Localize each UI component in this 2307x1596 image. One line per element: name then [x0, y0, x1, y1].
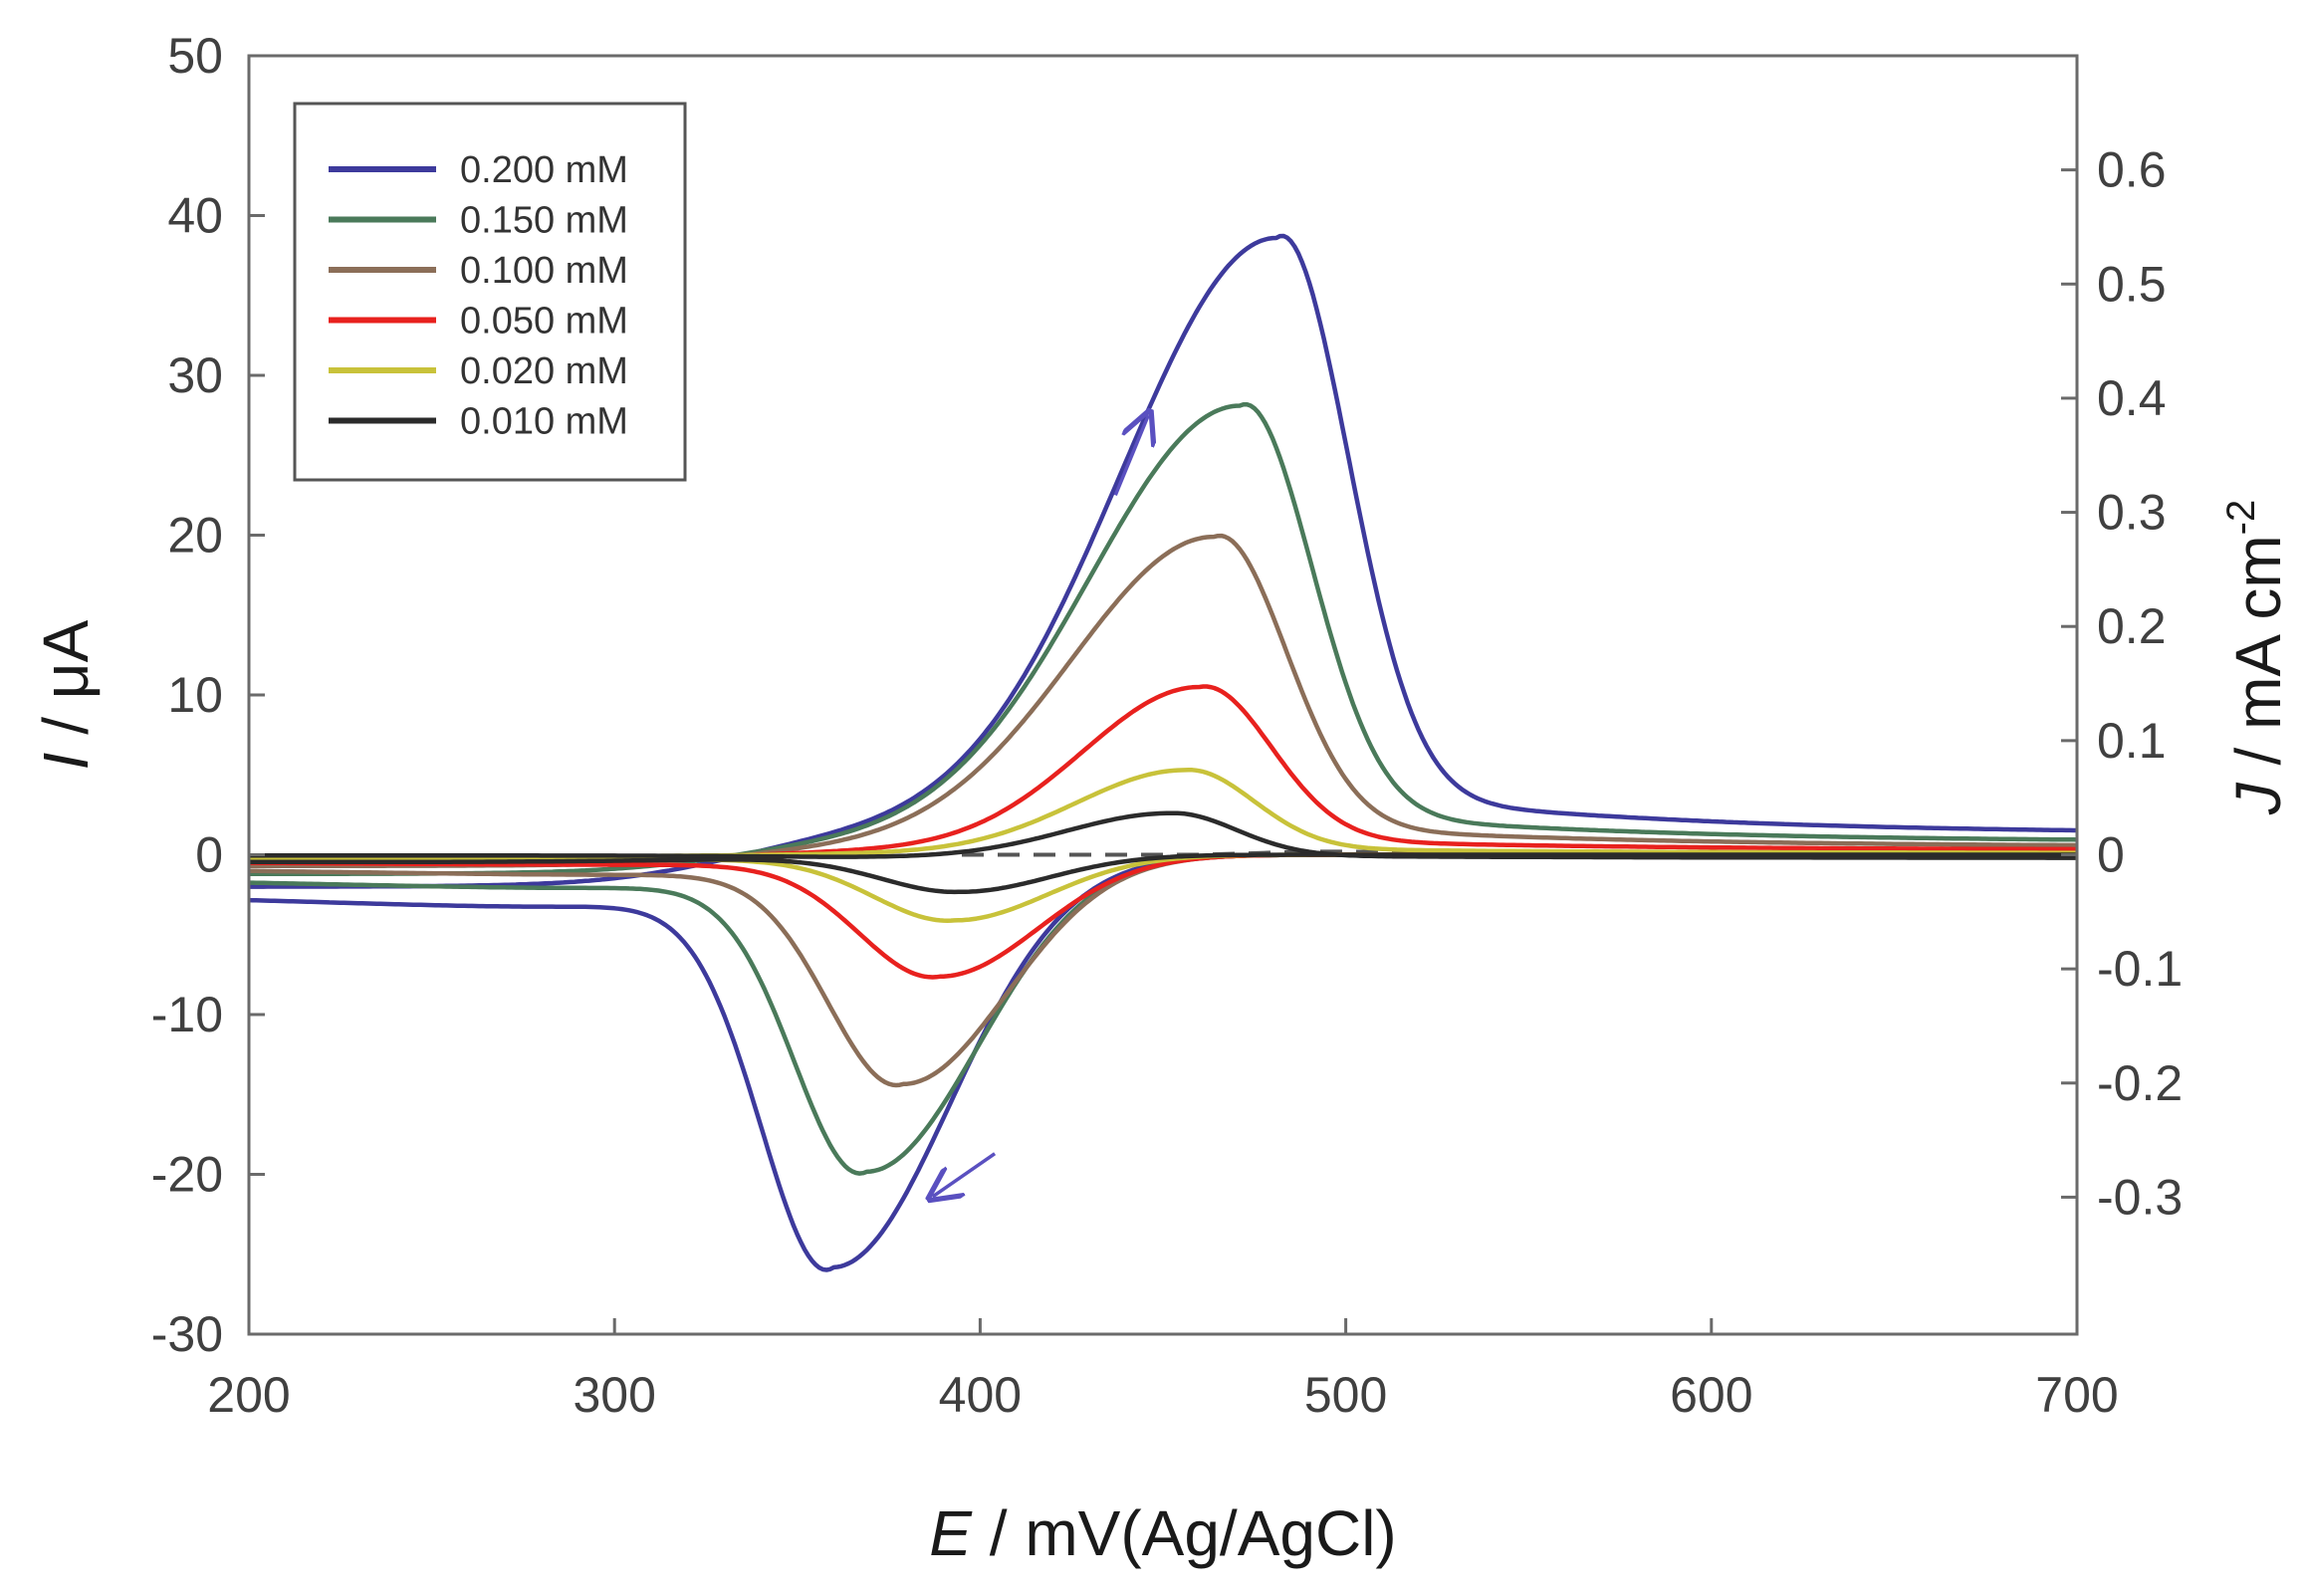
y-tick-label-30: 30: [167, 347, 223, 403]
series-line-0-010-mm-cathodic: [249, 852, 2077, 895]
x-tick-label-700: 700: [2035, 1367, 2118, 1423]
legend-label-0-020-mm: 0.020 mM: [460, 350, 628, 392]
x-tick-label-200: 200: [207, 1367, 290, 1423]
y2-tick-label-0-3: -0.3: [2097, 1169, 2183, 1225]
y-tick-label-30: -30: [151, 1306, 223, 1362]
y2-tick-label-0-5: 0.5: [2097, 256, 2167, 312]
x-tick-label-300: 300: [573, 1367, 655, 1423]
legend-label-0-100-mm: 0.100 mM: [460, 250, 628, 292]
legend: 0.200 mM 0.150 mM 0.100 mM 0.050 mM 0.020 mM…: [293, 102, 687, 482]
x-tick-label-500: 500: [1304, 1367, 1387, 1423]
y-axis-title: I / μA: [30, 619, 102, 770]
series-line-0-200-mm-cathodic: [249, 852, 2077, 1272]
y-tick-label-50: 50: [167, 28, 223, 84]
series-line-0-100-mm-anodic: [249, 533, 2077, 868]
y-tick-label-0: 0: [195, 827, 223, 883]
y2-tick-label-0: 0: [2097, 827, 2125, 883]
y2-tick-label-0-2: -0.2: [2097, 1055, 2183, 1111]
y2-tick-label-0-1: 0.1: [2097, 713, 2167, 769]
scan-direction-arrow-down: [933, 1152, 997, 1197]
legend-label-0-150-mm: 0.150 mM: [460, 200, 628, 242]
y-tick-label-20: -20: [151, 1147, 223, 1203]
y-tick-label-10: 10: [167, 667, 223, 723]
y2-axis-title: J / mA cm-2: [2219, 500, 2294, 815]
y2-tick-label-0-4: 0.4: [2097, 370, 2167, 426]
series-line-0-150-mm-cathodic: [249, 852, 2077, 1176]
legend-label-0-010-mm: 0.010 mM: [460, 401, 628, 443]
x-axis-title: E / mV(Ag/AgCl): [929, 1497, 1396, 1569]
series-line-0-200-mm-anodic: [249, 233, 2077, 889]
x-axis-ticks: 200 300 400 500 600 700: [207, 1318, 2119, 1423]
series-line-0-150-mm-anodic: [249, 401, 2077, 876]
y2-axis-ticks: -0.3 -0.2 -0.1 0 0.1 0.2 0.3 0.4 0.5 0.6: [2061, 142, 2183, 1225]
y2-tick-label-0-3: 0.3: [2097, 485, 2167, 541]
x-tick-label-600: 600: [1670, 1367, 1752, 1423]
y-axis-ticks: -30 -20 -10 0 10 20 30 40 50: [151, 28, 265, 1362]
scan-direction-arrows: [933, 415, 1149, 1197]
legend-label-0-050-mm: 0.050 mM: [460, 301, 628, 342]
y-tick-label-20: 20: [167, 508, 223, 564]
y-tick-label-40: 40: [167, 188, 223, 244]
y2-tick-label-0-2: 0.2: [2097, 598, 2167, 654]
y-tick-label-10: -10: [151, 987, 223, 1042]
y2-tick-label-0-6: 0.6: [2097, 142, 2167, 198]
scan-direction-arrow-up: [1113, 415, 1148, 497]
y2-tick-label-0-1: -0.1: [2097, 941, 2183, 997]
legend-label-0-200-mm: 0.200 mM: [460, 149, 628, 191]
series-curves: [249, 233, 2077, 1272]
series-line-0-010-mm-anodic: [249, 810, 2077, 860]
x-tick-label-400: 400: [939, 1367, 1022, 1423]
